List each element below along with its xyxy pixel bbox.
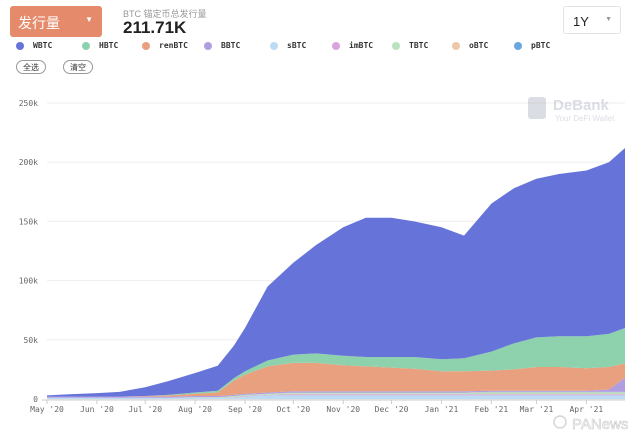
- legend-item-bbtc[interactable]: BBTC: [204, 41, 240, 50]
- legend-dot-icon: [204, 41, 212, 50]
- y-tick-label: 50k: [24, 336, 39, 345]
- legend-item-renbtc[interactable]: renBTC: [142, 41, 188, 50]
- legend-label: sBTC: [287, 41, 307, 50]
- metric-select[interactable]: 发行量 ▼: [10, 6, 102, 37]
- panews-watermark: PANews: [553, 415, 629, 430]
- wechat-icon: [553, 415, 567, 429]
- y-tick-label: 100k: [19, 277, 38, 286]
- chevron-down-icon: ▼: [605, 16, 612, 23]
- legend-item-sbtc[interactable]: sBTC: [270, 41, 306, 50]
- area-sbtc: [47, 395, 625, 399]
- legend-label: renBTC: [159, 41, 188, 50]
- debank-tagline: Your DeFi Wallet: [555, 114, 615, 123]
- legend-label: pBTC: [531, 41, 551, 50]
- area-hbtc: [47, 328, 625, 397]
- legend-dot-icon: [82, 41, 90, 50]
- x-tick-label: Apr '21: [569, 405, 603, 414]
- x-tick-label: Jun '20: [80, 405, 114, 414]
- y-tick-label: 250k: [19, 99, 38, 108]
- x-tick-label: Nov '20: [326, 405, 360, 414]
- area-wbtc: [47, 148, 625, 397]
- legend-label: BBTC: [221, 41, 241, 50]
- x-tick-label: May '20: [30, 405, 64, 414]
- legend-label: WBTC: [33, 41, 53, 50]
- chevron-down-icon: ▼: [85, 15, 93, 24]
- legend-item-imbtc[interactable]: imBTC: [332, 41, 373, 50]
- x-tick-label: Sep '20: [228, 405, 262, 414]
- legend-label: imBTC: [349, 41, 374, 50]
- panews-logo-text: PANews: [572, 416, 628, 430]
- select-all-button[interactable]: 全选: [16, 60, 46, 74]
- legend: WBTC HBTC renBTC BBTC sBTC imBTC TBTC oBTC pBTC: [16, 41, 636, 53]
- legend-dot-icon: [392, 41, 400, 50]
- legend-label: oBTC: [469, 41, 489, 50]
- metric-select-value: 发行量: [18, 15, 60, 31]
- range-select[interactable]: 1Y ▼: [563, 6, 621, 34]
- x-tick-label: Oct '20: [276, 405, 310, 414]
- y-tick-label: 200k: [19, 158, 38, 167]
- legend-dot-icon: [270, 41, 278, 50]
- clear-button[interactable]: 清空: [63, 60, 93, 74]
- x-tick-label: Aug '20: [178, 405, 212, 414]
- legend-item-pbtc[interactable]: pBTC: [514, 41, 550, 50]
- y-tick-label: 0: [33, 395, 38, 404]
- legend-dot-icon: [16, 41, 24, 50]
- x-tick-label: Jul '20: [128, 405, 162, 414]
- range-select-value: 1Y: [573, 14, 589, 29]
- area-imbtc: [47, 394, 625, 398]
- debank-watermark: DeBank Your DeFi Wallet: [528, 97, 615, 123]
- debank-logo-text: DeBank: [553, 97, 610, 114]
- legend-item-tbtc[interactable]: TBTC: [392, 41, 428, 50]
- chart-subtitle: BTC 锚定币总发行量: [123, 9, 207, 19]
- legend-label: TBTC: [409, 41, 429, 50]
- y-tick-label: 150k: [19, 217, 38, 226]
- legend-item-hbtc[interactable]: HBTC: [82, 41, 118, 50]
- x-tick-label: Dec '20: [375, 405, 409, 414]
- legend-dot-icon: [332, 41, 340, 50]
- area-renbtc: [47, 362, 625, 397]
- legend-dot-icon: [514, 41, 522, 50]
- x-tick-label: Feb '21: [475, 405, 509, 414]
- legend-label: HBTC: [99, 41, 119, 50]
- area-tbtc: [47, 392, 625, 398]
- legend-item-obtc[interactable]: oBTC: [452, 41, 488, 50]
- x-tick-label: Jan '21: [425, 405, 459, 414]
- total-value: 211.71K: [123, 18, 187, 37]
- legend-dot-icon: [452, 41, 460, 50]
- legend-item-wbtc[interactable]: WBTC: [16, 41, 52, 50]
- debank-logo-icon: [528, 97, 546, 119]
- legend-dot-icon: [142, 41, 150, 50]
- x-tick-label: Mar '21: [520, 405, 554, 414]
